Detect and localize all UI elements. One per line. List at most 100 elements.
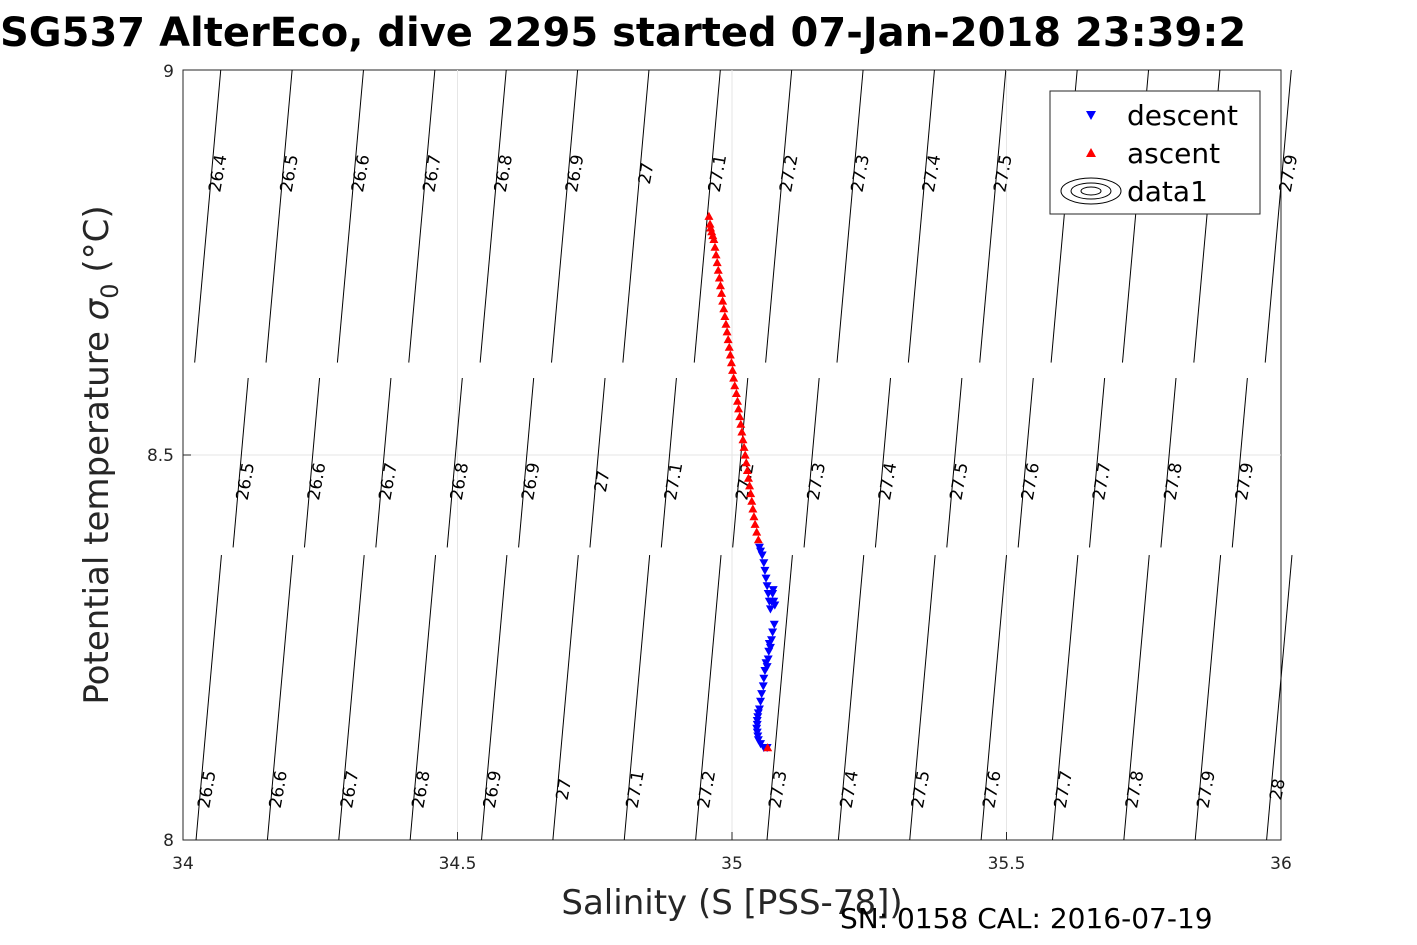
ascent-point	[717, 288, 727, 297]
descent-point	[756, 697, 766, 706]
descent-point	[757, 551, 767, 560]
ascent-point	[720, 311, 730, 320]
ascent-point	[710, 242, 720, 251]
descent-point	[770, 601, 780, 610]
isopycnal-line	[408, 69, 436, 363]
descent-point	[765, 605, 775, 614]
isopycnal-line	[551, 69, 579, 363]
ascent-point	[714, 273, 724, 282]
x-tick-label: 34.5	[439, 854, 477, 874]
ascent-point	[746, 489, 756, 498]
y-tick-label: 9	[163, 62, 174, 82]
descent-point	[758, 682, 768, 691]
isopycnal-line	[195, 555, 222, 841]
y-axis-ticks: 8 8.5 9	[147, 62, 174, 851]
legend-descent-label: descent	[1127, 99, 1238, 132]
isopycnal-line	[375, 377, 392, 548]
isopycnal-line	[1231, 377, 1248, 548]
ascent-point	[724, 342, 734, 351]
isopycnal-line	[623, 555, 651, 841]
isopycnal-line	[732, 377, 749, 548]
isopycnal-line	[874, 377, 892, 548]
isopycnal-line	[946, 377, 963, 548]
isopycnal-line	[1017, 377, 1034, 548]
x-axis-ticks: 34 34.5 35 35.5 36	[172, 854, 1292, 874]
ascent-point	[728, 365, 738, 374]
ascent-point	[740, 450, 750, 459]
descent-point	[764, 640, 774, 649]
ascent-point	[736, 419, 746, 428]
ascent-point	[742, 465, 752, 474]
ascent-point	[713, 265, 723, 274]
ascent-point	[712, 258, 722, 267]
ascent-point	[723, 335, 733, 344]
descent-point	[762, 582, 772, 591]
footer-sn-cal: SN: 0158 CAL: 2016-07-19	[840, 902, 1213, 935]
legend-data1-label: data1	[1127, 175, 1208, 208]
x-tick-label: 35	[721, 854, 743, 874]
isopycnal-line	[338, 555, 365, 841]
isopycnal-line	[695, 555, 722, 841]
ascent-point	[732, 396, 742, 405]
ascent-point	[734, 404, 744, 413]
isopycnal-line	[266, 555, 294, 841]
y-tick-label: 8	[163, 831, 174, 851]
isopycnal-line	[1266, 555, 1293, 841]
ascent-point	[725, 350, 735, 359]
ascent-point	[722, 327, 732, 336]
ascent-point	[719, 304, 729, 313]
isopycnal-line	[837, 555, 865, 841]
descent-point	[760, 566, 770, 575]
isopycnal-line	[479, 69, 507, 363]
legend-ascent-label: ascent	[1127, 137, 1220, 170]
descent-point	[761, 574, 771, 583]
legend-ascent-marker	[1086, 148, 1096, 157]
y-axis-label: Potential temperature σ0 (°C)	[77, 205, 124, 704]
ascent-point	[747, 496, 757, 505]
ascent-point	[726, 358, 736, 367]
ascent-point	[743, 473, 753, 482]
descent-point	[759, 674, 769, 683]
x-tick-label: 36	[1270, 854, 1292, 874]
isopycnal-line	[1264, 69, 1292, 363]
ascent-point	[739, 442, 749, 451]
ascent-point	[711, 250, 721, 259]
ascent-point	[763, 743, 773, 752]
x-tick-label: 35.5	[988, 854, 1026, 874]
isopycnal-line	[765, 69, 793, 363]
isopycnal-line	[1051, 555, 1079, 841]
ascent-point	[729, 373, 739, 382]
descent-point	[759, 559, 769, 568]
isopycnal-line	[907, 69, 935, 363]
ascent-point	[750, 519, 760, 528]
ascent-point	[731, 388, 741, 397]
descent-point	[757, 690, 767, 699]
descent-point	[761, 659, 771, 668]
x-tick-label: 34	[172, 854, 194, 874]
descent-point	[764, 647, 774, 656]
contour-label: 27	[553, 777, 576, 802]
ascent-point	[718, 296, 728, 305]
ascent-series	[704, 211, 773, 752]
chart-title: SG537 AlterEco, dive 2295 started 07-Jan…	[0, 10, 1246, 56]
isopycnal-line	[1160, 377, 1177, 548]
isopycnal-line	[1089, 377, 1106, 548]
isopycnal-line	[980, 555, 1007, 841]
isopycnal-line	[766, 555, 793, 841]
legend-descent-marker	[1086, 111, 1096, 120]
descent-point	[768, 628, 778, 637]
contour-label: 27	[635, 161, 658, 186]
isopycnal-line	[303, 377, 321, 548]
ascent-point	[753, 535, 763, 544]
ascent-point	[735, 412, 745, 421]
isopycnal-line	[589, 377, 606, 548]
ascent-point	[752, 527, 762, 536]
ascent-point	[737, 427, 747, 436]
ascent-point	[741, 458, 751, 467]
ascent-point	[721, 319, 731, 328]
x-axis-label: Salinity (S [PSS-78])	[561, 883, 902, 923]
y-tick-label: 8.5	[147, 446, 174, 466]
ascent-point	[715, 281, 725, 290]
contour-label: 27	[591, 469, 614, 494]
